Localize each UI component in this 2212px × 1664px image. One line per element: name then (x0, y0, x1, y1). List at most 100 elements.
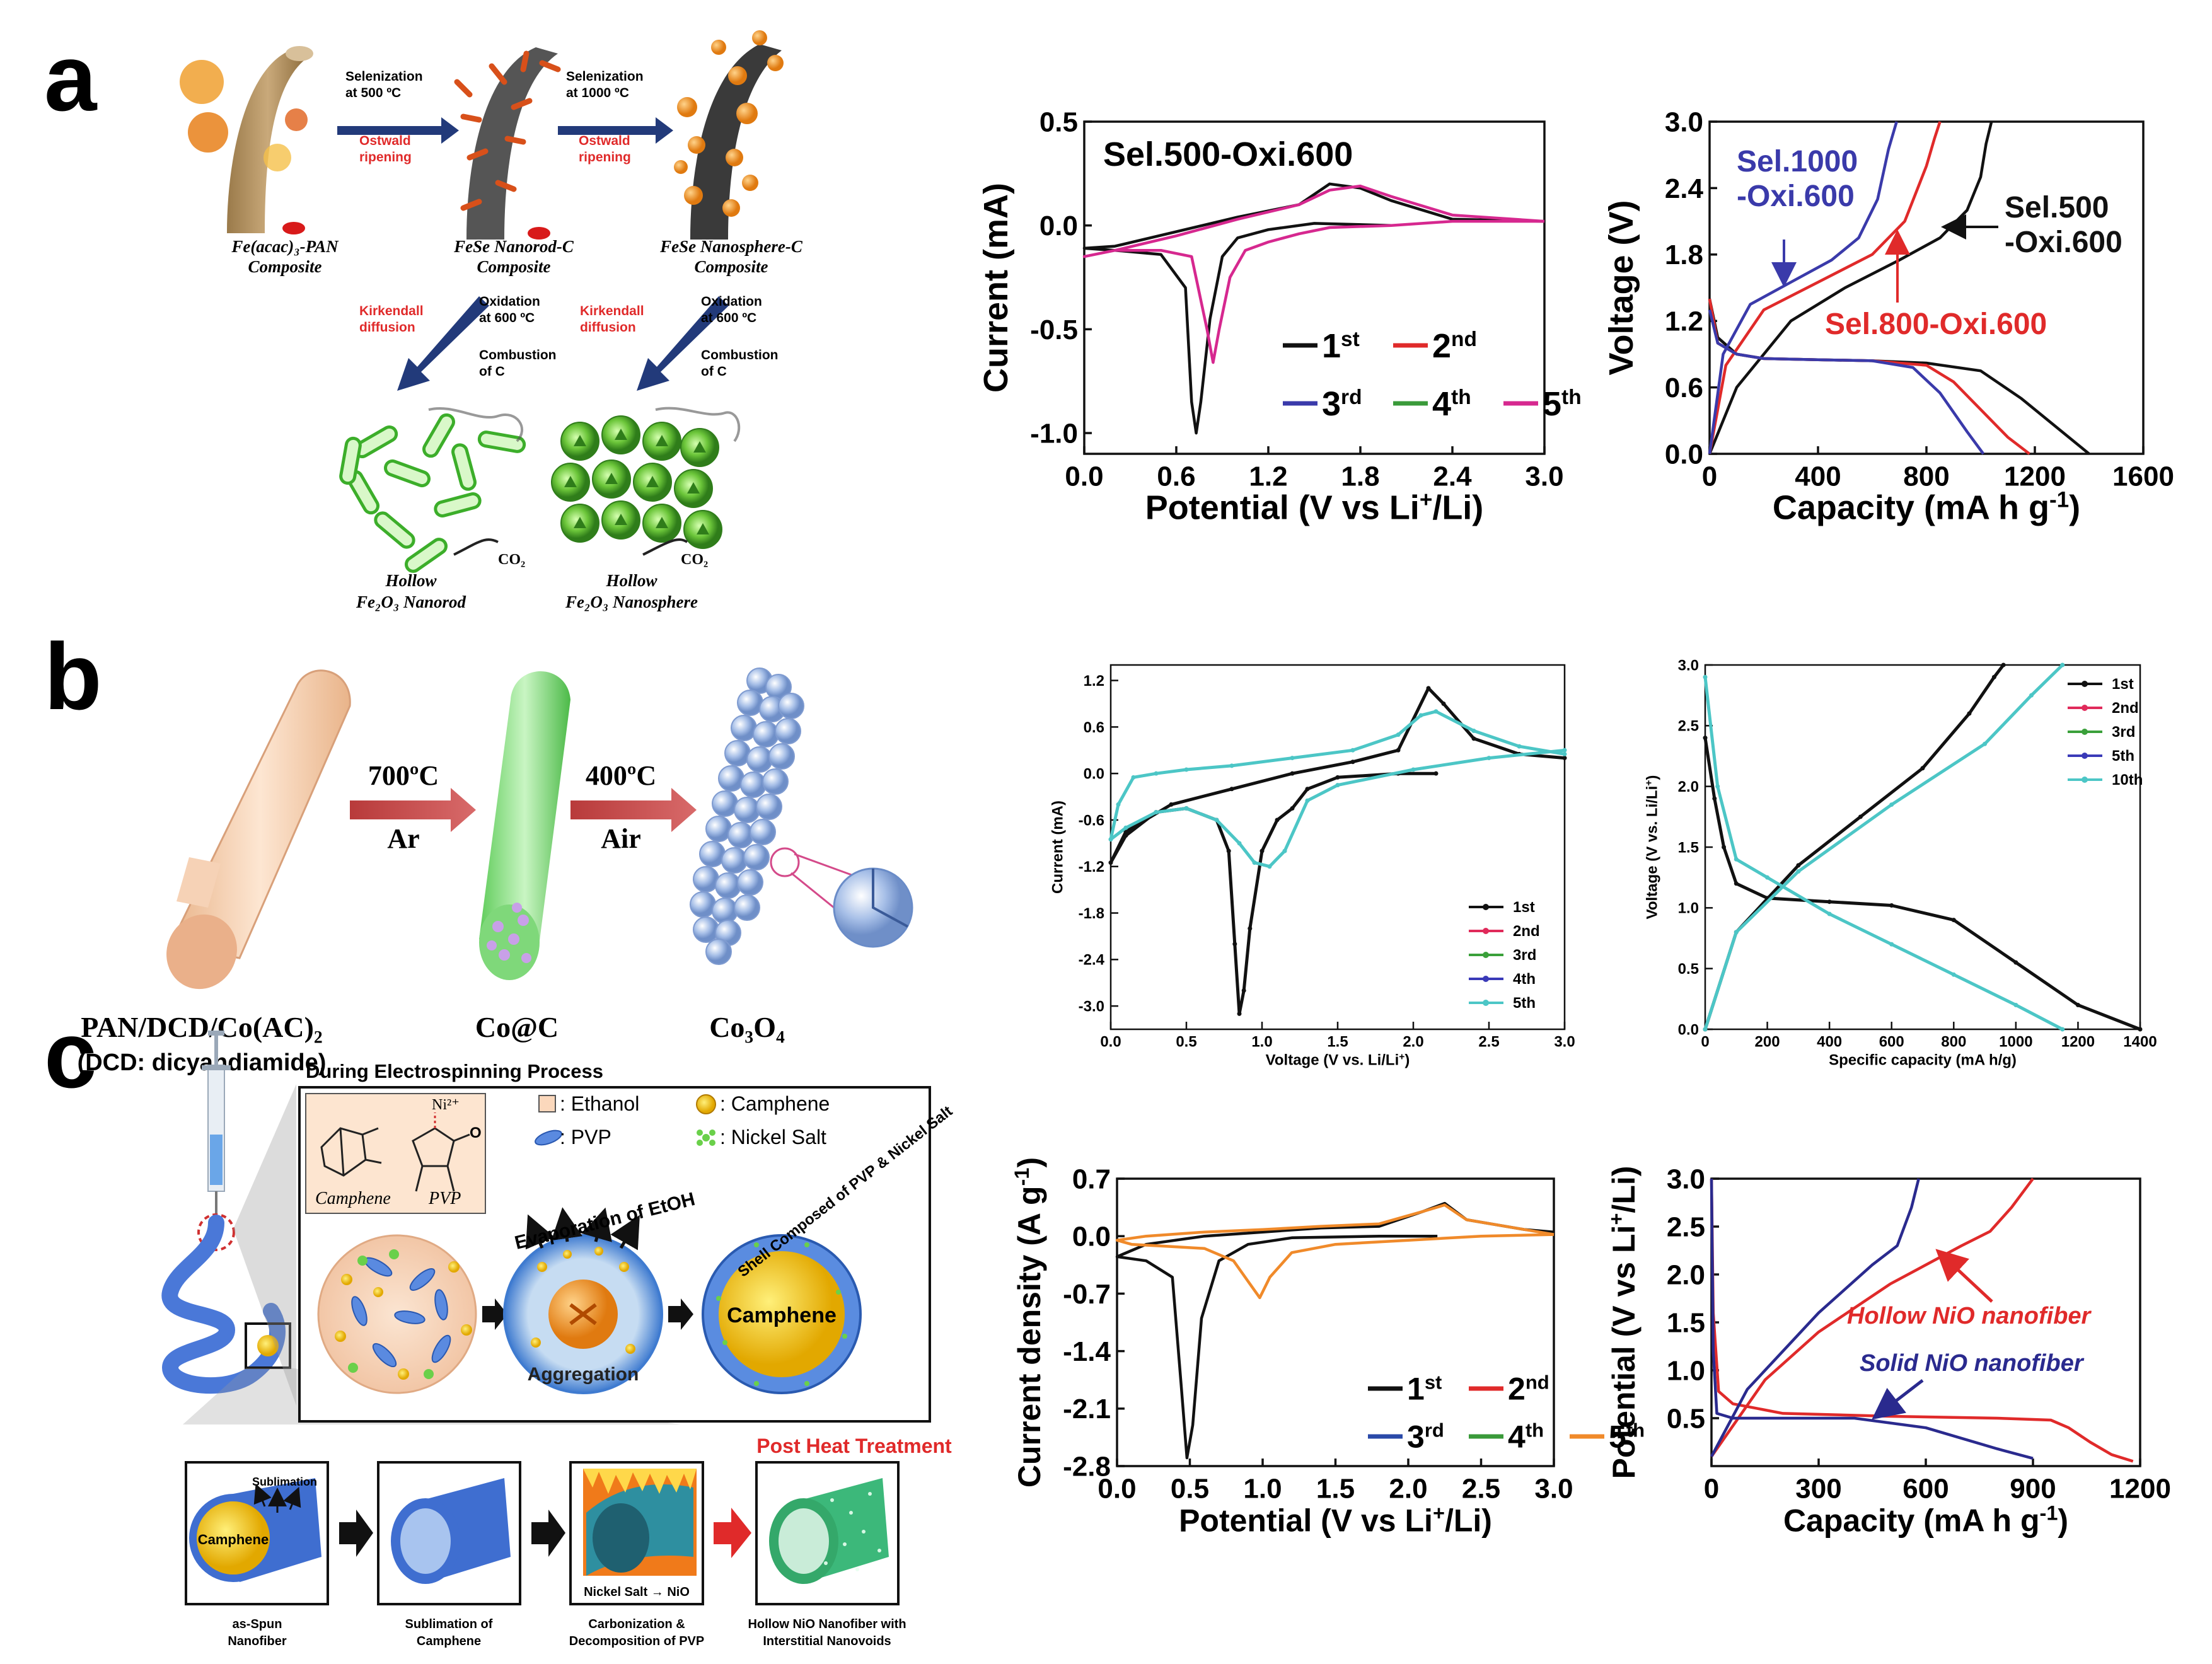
electrospinning-title: During Electrospinning Process (306, 1060, 603, 1082)
hollow-nanorods (339, 413, 526, 573)
legend-label: 2nd (1513, 923, 1540, 940)
syringe (202, 1031, 231, 1216)
step-c4-l1: Hollow NiO Nanofiber with (748, 1617, 906, 1631)
dcd-note: (DCD: dicyandiamide) (78, 1049, 327, 1076)
b_gcd-point (1827, 911, 1832, 916)
co-c-fiber (479, 671, 570, 980)
legend-label: 2nd (2112, 700, 2139, 717)
b_gcd-point (1765, 875, 1770, 880)
b_cv-point (1411, 767, 1416, 772)
carbonyl-o: O (470, 1124, 482, 1141)
b_gcd-ytick-label: 1.0 (1678, 900, 1699, 917)
arrow-400 (570, 788, 697, 832)
step1-line1: Selenization (345, 69, 423, 84)
c_cv-series-1 (1115, 1203, 1555, 1300)
camphene-struct-label: Camphene (315, 1189, 391, 1208)
legend-marker (2082, 705, 2088, 711)
a_cv-ytick-label: 0.0 (1039, 211, 1078, 241)
a_gcd-xtick-label: 800 (1903, 461, 1949, 492)
c_gcd-series-0 (1710, 1178, 2134, 1463)
fiber-coil (161, 1215, 286, 1394)
b_gcd-ytick-label: 3.0 (1678, 657, 1699, 674)
b_cv-point (1290, 806, 1295, 811)
b_cv-point (1441, 701, 1446, 706)
c_gcd-series-3 (1710, 1178, 1920, 1457)
legend-label: 3rd (1322, 385, 1362, 423)
legend-label: 5th (1609, 1419, 1645, 1455)
b_cv-point (1305, 798, 1310, 803)
product-2-line1: Hollow (605, 571, 657, 590)
b_gcd-point (1796, 869, 1801, 874)
hollow-nanospheres (551, 415, 722, 549)
b_cv-xtick-label: 0.0 (1100, 1034, 1121, 1051)
b_gcd-point (1703, 736, 1708, 741)
c_cv-ytick-label: -0.7 (1063, 1279, 1111, 1310)
b_cv-ytick-label: -1.8 (1079, 905, 1104, 922)
step2-ripening: ripening (579, 150, 631, 165)
b_gcd-xtick-label: 1200 (2061, 1034, 2095, 1051)
chart-c-gcd: 0 300 600 900 1200 0.5 1.0 1.5 2.0 2.5 3.0 Capacity… (1605, 1164, 2171, 1538)
b_cv-point (1562, 748, 1567, 753)
b_cv-point (1154, 810, 1159, 815)
c_cv-ytick-label: -2.8 (1063, 1451, 1111, 1482)
oxidation-1-l1: Oxidation (479, 294, 540, 309)
pvp-struct-label: PVP (428, 1189, 461, 1208)
label-pan-dcd: PAN/DCD/Co(AC)₂ (81, 1011, 322, 1043)
b_cv-point (1335, 775, 1340, 780)
c_cv-xtick-label: 1.5 (1316, 1474, 1355, 1505)
b_gcd-point (1967, 711, 1972, 716)
pan-fiber (166, 669, 351, 990)
oxidation-2-l4: of C (701, 364, 727, 379)
step-as-spun (185, 1461, 329, 1605)
b_cv-ytick-label: -0.6 (1079, 812, 1104, 829)
panel-label-c: c (44, 1002, 96, 1107)
chart-b-gcd: 0 200 400 600 800 1000 1200 1400 0.0 0.5 1.0 1.5 2.0… (1643, 657, 2157, 1068)
arrow-selenization-1000 (558, 117, 673, 144)
step-c1-l2: Nanofiber (228, 1634, 287, 1648)
a_cv-xtick-label: 0.6 (1157, 461, 1195, 492)
a_gcd-xlabel: Capacity (mA h g-1) (1773, 487, 2080, 527)
b_cv-point (1290, 771, 1295, 776)
c_gcd-ytick-label: 2.0 (1667, 1259, 1705, 1290)
c_cv-xtick-label: 1.0 (1243, 1474, 1282, 1505)
step2-line2: at 1000 ºC (566, 86, 629, 100)
legend-label: 5th (2112, 748, 2134, 765)
a_gcd-ylabel: Voltage (V) (1602, 200, 1640, 375)
a_cv-ytick-label: -1.0 (1030, 418, 1078, 449)
b_gcd-point (1889, 903, 1894, 908)
b_cv-point (1229, 763, 1234, 768)
legend-label: 5th (1543, 385, 1582, 423)
b_cv-point (1282, 848, 1287, 853)
b_gcd-point (2060, 1027, 2065, 1032)
co2-1: CO₂ (498, 552, 525, 568)
c_gcd-ylabel: Potential (V vs Li+/Li) (1605, 1166, 1642, 1479)
b_cv-point (1229, 787, 1234, 792)
arrow-700 (350, 788, 476, 832)
step-b2-gas: Air (601, 823, 641, 854)
material-1-line1: Fe(acac)₃-PAN (231, 237, 339, 256)
a_gcd-xtick-label: 400 (1795, 461, 1841, 492)
b_cv-point (1259, 848, 1265, 853)
b_cv-point (1335, 783, 1340, 788)
b_cv-frame (1109, 664, 1566, 1031)
b_gcd-ylabel: Voltage (V vs. Li/Li+) (1643, 775, 1661, 920)
b_cv-point (1237, 1011, 1242, 1016)
droplet-2 (503, 1234, 663, 1394)
a_cv-xtick-label: 2.4 (1433, 461, 1472, 492)
b_gcd-xtick-label: 0 (1701, 1034, 1709, 1051)
kirkendall-1-l1: Kirkendall (359, 304, 424, 318)
b_cv-xtick-label: 2.0 (1403, 1034, 1423, 1051)
co3o4-fiber (690, 667, 804, 965)
b_cv-point (1214, 818, 1219, 823)
chart-c-cv: 0.0 0.5 1.0 1.5 2.0 2.5 3.0 -2.8 -2.1 -1.4 -0.7 0.0… (1010, 1157, 1645, 1539)
b_cv-point (1267, 864, 1272, 869)
product-2-line2: Fe₂O₃ Nanosphere (565, 592, 698, 611)
a_cv-xtick-label: 1.8 (1341, 461, 1379, 492)
scheme-b: 700ºC Ar 400ºC Air PAN/DCD/Co(AC)₂ Co@C … (78, 667, 913, 1076)
c_cv-frame (1116, 1177, 1555, 1467)
legend-marker (1483, 976, 1489, 982)
b_cv-point (1471, 736, 1476, 741)
b_gcd-point (1983, 741, 1988, 746)
label-co3o4: Co₃O₄ (709, 1011, 785, 1043)
scheme-c: During Electrospinning Process O Ni²⁺ Ca… (161, 1031, 956, 1648)
